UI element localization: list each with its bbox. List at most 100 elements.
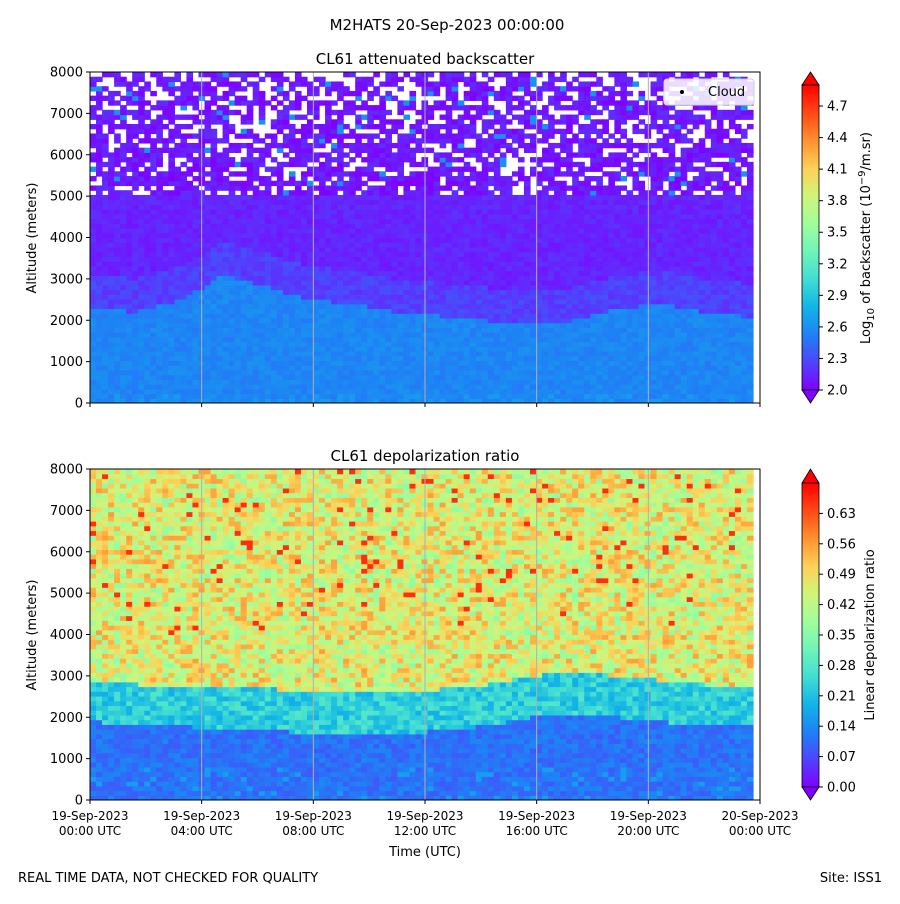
heatmap-cell bbox=[258, 194, 266, 201]
heatmap-cell bbox=[439, 317, 447, 324]
heatmap-cell bbox=[294, 138, 302, 144]
heatmap-cell bbox=[331, 246, 338, 253]
heatmap-cell bbox=[204, 332, 212, 338]
heatmap-cell bbox=[499, 86, 507, 92]
heatmap-cell bbox=[499, 161, 507, 168]
heatmap-cell bbox=[361, 242, 368, 248]
heatmap-cell bbox=[144, 194, 151, 201]
heatmap-cell bbox=[288, 204, 296, 210]
heatmap-cell bbox=[288, 190, 296, 196]
heatmap-cell bbox=[481, 384, 489, 390]
heatmap-cell bbox=[367, 369, 374, 376]
heatmap-cell bbox=[355, 114, 362, 120]
heatmap-cell bbox=[222, 152, 230, 158]
heatmap-cell bbox=[120, 199, 127, 205]
heatmap-cell bbox=[403, 369, 411, 376]
heatmap-cell bbox=[343, 313, 350, 319]
heatmap-cell bbox=[397, 251, 405, 258]
heatmap-cell bbox=[216, 209, 224, 215]
heatmap-cell bbox=[228, 261, 236, 267]
heatmap-cell bbox=[542, 355, 549, 362]
heatmap-cell bbox=[168, 341, 175, 347]
heatmap-cell bbox=[96, 350, 103, 357]
heatmap-cell bbox=[96, 157, 103, 163]
heatmap-cell bbox=[523, 246, 531, 253]
heatmap-cell bbox=[162, 105, 169, 111]
heatmap-cell bbox=[204, 157, 212, 163]
heatmap-cell bbox=[505, 374, 513, 380]
heatmap-cell bbox=[355, 152, 362, 158]
heatmap-cell bbox=[168, 298, 175, 305]
heatmap-cell bbox=[433, 90, 441, 97]
heatmap-cell bbox=[403, 294, 411, 300]
heatmap-cell bbox=[481, 180, 489, 187]
heatmap-cell bbox=[439, 237, 447, 243]
heatmap-cell bbox=[542, 209, 549, 215]
heatmap-cell bbox=[337, 213, 344, 220]
heatmap-cell bbox=[126, 237, 133, 243]
heatmap-cell bbox=[457, 246, 465, 253]
heatmap-cell bbox=[276, 388, 284, 395]
heatmap-cell bbox=[319, 327, 326, 333]
heatmap-cell bbox=[481, 209, 489, 215]
heatmap-cell bbox=[475, 90, 483, 97]
heatmap-cell bbox=[499, 194, 507, 201]
heatmap-cell bbox=[566, 246, 573, 253]
heatmap-cell bbox=[367, 294, 374, 300]
heatmap-cell bbox=[258, 398, 266, 403]
heatmap-cell bbox=[457, 393, 465, 399]
heatmap-cell bbox=[246, 388, 254, 395]
heatmap-cell bbox=[481, 213, 489, 220]
heatmap-cell bbox=[457, 265, 465, 272]
heatmap-cell bbox=[427, 185, 435, 191]
heatmap-cell bbox=[572, 218, 579, 224]
heatmap-cell bbox=[174, 223, 182, 229]
heatmap-cell bbox=[120, 280, 127, 286]
heatmap-cell bbox=[162, 265, 169, 272]
heatmap-cell bbox=[536, 341, 543, 347]
heatmap-cell bbox=[138, 237, 145, 243]
heatmap-cell bbox=[144, 251, 151, 258]
heatmap-cell bbox=[246, 265, 254, 272]
heatmap-cell bbox=[156, 384, 163, 390]
heatmap-cell bbox=[542, 341, 549, 347]
heatmap-cell bbox=[337, 313, 344, 319]
heatmap-cell bbox=[397, 161, 405, 168]
heatmap-cell bbox=[222, 237, 230, 243]
heatmap-cell bbox=[270, 228, 278, 234]
heatmap-cell bbox=[379, 265, 386, 272]
heatmap-cell bbox=[349, 109, 356, 116]
heatmap-cell bbox=[355, 294, 362, 300]
heatmap-cell bbox=[288, 327, 296, 333]
heatmap-cell bbox=[120, 142, 127, 149]
heatmap-cell bbox=[542, 109, 549, 116]
heatmap-cell bbox=[174, 246, 182, 253]
heatmap-cell bbox=[120, 398, 127, 403]
heatmap-cell bbox=[566, 119, 573, 125]
heatmap-cell bbox=[409, 232, 417, 239]
heatmap-cell bbox=[536, 317, 543, 324]
heatmap-cell bbox=[174, 327, 182, 333]
heatmap-cell bbox=[240, 327, 248, 333]
heatmap-cell bbox=[511, 152, 519, 158]
heatmap-cell bbox=[379, 228, 386, 234]
heatmap-cell bbox=[475, 147, 483, 153]
heatmap-cell bbox=[180, 237, 188, 243]
heatmap-cell bbox=[162, 393, 169, 399]
heatmap-cell bbox=[505, 365, 513, 371]
heatmap-cell bbox=[349, 384, 356, 390]
heatmap-cell bbox=[240, 284, 248, 291]
heatmap-cell bbox=[337, 360, 344, 366]
heatmap-cell bbox=[415, 365, 423, 371]
heatmap-cell bbox=[529, 213, 537, 220]
heatmap-cell bbox=[144, 256, 151, 262]
heatmap-cell bbox=[174, 332, 182, 338]
heatmap-cell bbox=[511, 280, 519, 286]
heatmap-cell bbox=[505, 298, 513, 305]
heatmap-cell bbox=[385, 327, 392, 333]
heatmap-cell bbox=[361, 256, 368, 262]
heatmap-cell bbox=[361, 166, 368, 172]
heatmap-cell bbox=[270, 157, 278, 163]
heatmap-cell bbox=[288, 223, 296, 229]
heatmap-cell bbox=[138, 161, 145, 168]
